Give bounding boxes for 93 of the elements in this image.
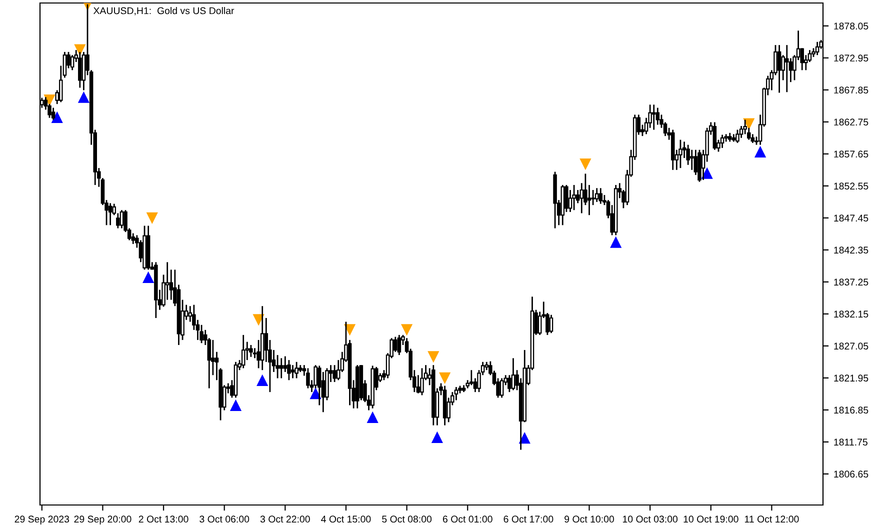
candlestick <box>131 232 136 245</box>
candlestick <box>276 354 280 379</box>
candlestick <box>652 104 656 130</box>
candlestick <box>279 357 284 379</box>
x-tick-label: 11 Oct 12:00 <box>744 516 799 523</box>
x-tick-label: 6 Oct 01:00 <box>442 516 492 523</box>
candlestick <box>720 134 724 149</box>
candlestick <box>591 189 595 206</box>
y-tick-label: 1852.55 <box>834 182 868 190</box>
y-tick-label: 1847.45 <box>834 214 868 222</box>
point <box>701 167 713 179</box>
point <box>431 431 444 444</box>
candlestick <box>290 364 295 379</box>
x-tick-label: 6 Oct 17:00 <box>504 516 554 523</box>
y-tick-label: 1827.05 <box>834 342 868 350</box>
y-tick-label: 1867.85 <box>834 86 868 94</box>
x-tick-label: 3 Oct 22:00 <box>260 516 310 523</box>
candlestick <box>420 368 424 396</box>
candlestick <box>508 374 512 393</box>
y-tick-label: 1872.95 <box>834 54 868 62</box>
point <box>78 91 90 103</box>
candlestick <box>108 202 112 226</box>
candlestick <box>294 361 298 379</box>
candlestick <box>416 374 420 394</box>
point <box>142 271 154 284</box>
candlestick <box>78 51 82 88</box>
point <box>438 372 451 384</box>
candlestick <box>397 334 402 356</box>
candlestick <box>572 184 576 211</box>
x-tick-label: 10 Oct 03:00 <box>622 516 678 523</box>
point <box>256 374 268 386</box>
candlestick <box>736 129 740 144</box>
y-tick-label: 1837.25 <box>834 278 868 286</box>
candlestick <box>394 336 398 353</box>
x-tick-label: 10 Oct 19:00 <box>684 516 738 523</box>
x-tick-label: 9 Oct 10:00 <box>564 516 614 523</box>
y-tick-label: 1857.65 <box>834 150 868 158</box>
candlestick <box>241 334 246 369</box>
x-tick-label: 4 Oct 15:00 <box>321 516 371 523</box>
candlestick <box>568 189 572 213</box>
candlestick <box>332 364 336 383</box>
candlestick <box>306 368 310 389</box>
point <box>366 411 378 423</box>
candlestick <box>200 324 204 344</box>
candlestick <box>549 314 554 334</box>
x-tick-label: 29 Sep 2023 <box>14 516 70 524</box>
point <box>580 158 592 170</box>
chart-title: XAUUSD,H1: Gold vs US Dollar <box>93 7 234 16</box>
point <box>230 399 242 412</box>
candlestick <box>690 149 694 171</box>
candlestick <box>500 378 504 398</box>
point <box>146 212 158 224</box>
candlestick <box>587 184 592 216</box>
y-tick-label: 1811.75 <box>834 438 868 446</box>
candlestick <box>249 344 253 358</box>
y-tick-label: 1816.85 <box>834 406 868 414</box>
candlestick <box>283 356 288 373</box>
y-tick-label: 1878.05 <box>834 22 868 30</box>
y-tick-label: 1832.15 <box>834 310 868 318</box>
x-tick-label: 2 Oct 13:00 <box>138 516 188 523</box>
x-tick-label: 3 Oct 06:00 <box>200 516 250 523</box>
candlestick <box>470 369 474 386</box>
x-tick-label: 29 Sep 20:00 <box>74 516 132 524</box>
y-tick-label: 1862.75 <box>834 118 868 126</box>
candlestick <box>51 107 56 120</box>
y-tick-label: 1806.65 <box>834 470 868 478</box>
candlestick <box>564 184 568 213</box>
point <box>252 314 264 326</box>
point <box>400 324 413 336</box>
candlestick <box>815 41 820 56</box>
point <box>428 351 440 363</box>
x-tick-label: 5 Oct 08:00 <box>382 516 432 523</box>
candlestick <box>678 139 682 169</box>
candlestick <box>70 54 74 71</box>
point <box>344 324 356 336</box>
candlestick <box>594 187 599 203</box>
y-tick-label: 1821.95 <box>834 374 868 382</box>
candlestick <box>580 182 584 214</box>
candlestick <box>511 357 516 391</box>
point <box>610 236 622 248</box>
candlestick <box>252 347 257 359</box>
point <box>754 146 766 158</box>
candlestick <box>712 122 717 151</box>
candlestick <box>120 209 124 229</box>
point <box>44 94 56 106</box>
candlestick <box>777 44 782 94</box>
candlestick <box>454 386 458 401</box>
y-tick-label: 1842.35 <box>834 246 868 254</box>
candlestick <box>686 144 690 166</box>
candlestick <box>598 187 603 204</box>
point <box>51 111 63 124</box>
candlestick <box>287 359 291 381</box>
candlestick <box>785 44 789 93</box>
